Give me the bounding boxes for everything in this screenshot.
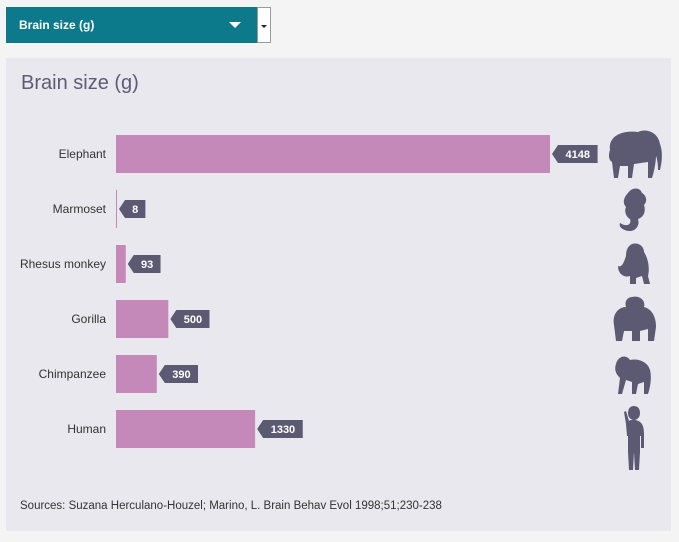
bar: [116, 300, 169, 338]
category-label: Marmoset: [53, 202, 107, 216]
value-label: 4148: [552, 145, 598, 163]
value-text: 390: [172, 369, 190, 381]
dropdown-toggle-button[interactable]: [257, 7, 271, 43]
value-text: 8: [132, 204, 138, 216]
value-label: 390: [158, 365, 199, 383]
value-label: 8: [119, 200, 146, 218]
value-label: 93: [127, 255, 161, 273]
category-label: Gorilla: [71, 312, 106, 326]
value-text: 93: [141, 259, 153, 271]
metric-select-field[interactable]: Brain size (g): [6, 7, 257, 43]
value-text: 1330: [271, 424, 295, 436]
source-note: Sources: Suzana Herculano-Houzel; Marino…: [20, 500, 442, 512]
bar-chart: Elephant 4148 Marmoset 8 Rhesus monkey 93 Gori…: [20, 130, 662, 470]
value-label-bg: [119, 200, 146, 218]
bar: [116, 245, 126, 283]
marmoset-icon: [619, 188, 647, 231]
metric-select-value: Brain size (g): [19, 18, 95, 32]
bar: [116, 410, 256, 448]
category-label: Rhesus monkey: [20, 257, 106, 271]
gorilla-icon: [613, 296, 656, 341]
caret-down-icon: [261, 25, 267, 28]
value-label-bg: [127, 255, 161, 273]
value-text: 500: [184, 314, 202, 326]
value-label-bg: [170, 310, 210, 328]
value-label: 1330: [257, 420, 303, 438]
chevron-down-icon: [229, 22, 241, 28]
value-text: 4148: [566, 149, 590, 161]
value-label-bg: [552, 145, 598, 163]
bar: [116, 135, 550, 173]
rhesus-monkey-icon: [618, 243, 650, 284]
value-label-bg: [257, 420, 303, 438]
value-label: 500: [170, 310, 210, 328]
metric-select[interactable]: Brain size (g): [6, 7, 271, 43]
chimpanzee-icon: [615, 356, 651, 394]
elephant-icon: [608, 130, 662, 178]
category-label: Human: [67, 422, 106, 436]
bar: [116, 355, 157, 393]
value-label-bg: [158, 365, 199, 383]
category-label: Chimpanzee: [39, 367, 107, 381]
human-icon: [624, 406, 644, 470]
bar: [116, 190, 117, 228]
category-label: Elephant: [59, 147, 107, 161]
chart-panel: Brain size (g) Elephant 4148 Marmoset 8 Rhes…: [6, 58, 671, 531]
chart-title: Brain size (g): [21, 72, 139, 94]
